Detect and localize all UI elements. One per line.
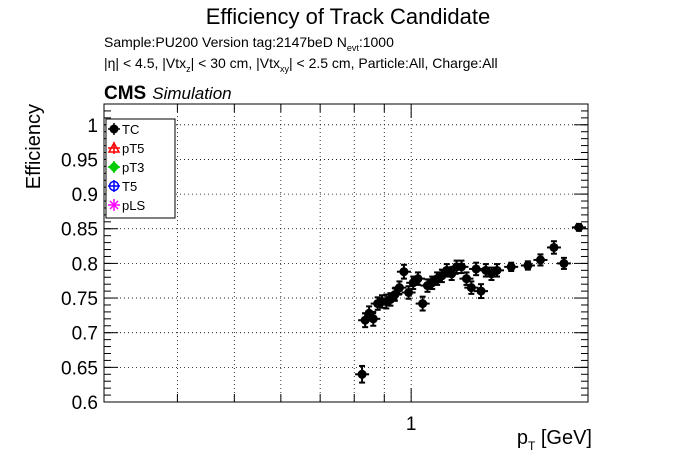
data-points bbox=[355, 222, 586, 384]
marker bbox=[492, 265, 502, 275]
x-axis-label-sub: T bbox=[528, 439, 536, 453]
grid-lines bbox=[103, 104, 589, 403]
data-point-tc bbox=[464, 280, 479, 295]
y-tick-labels: 0.6 0.65 0.7 0.75 0.8 0.85 0.9 0.95 1 bbox=[61, 116, 98, 414]
marker bbox=[413, 274, 423, 284]
marker bbox=[447, 269, 457, 279]
y-tick-label: 1 bbox=[87, 116, 98, 137]
marker bbox=[506, 262, 516, 272]
cut-vtx-z-sub: z bbox=[186, 63, 191, 74]
legend-label: pT5 bbox=[122, 141, 144, 156]
legend-marker bbox=[109, 124, 119, 134]
chart-title: Efficiency of Track Candidate bbox=[205, 4, 491, 29]
legend-marker bbox=[108, 180, 120, 192]
marker bbox=[390, 290, 400, 300]
data-point-tc bbox=[410, 271, 425, 286]
legend-marker bbox=[107, 141, 121, 153]
y-tick-label: 0.6 bbox=[72, 393, 98, 414]
marker bbox=[399, 267, 409, 277]
x-axis-label: pT [GeV] bbox=[517, 427, 592, 453]
data-point-tc bbox=[355, 364, 370, 384]
data-point-tc bbox=[520, 260, 535, 271]
marker bbox=[404, 288, 414, 298]
legend-label: T5 bbox=[122, 179, 137, 194]
x-tick-labels: 1 bbox=[406, 414, 417, 435]
cut-eta: |η| < 4.5, |Vtx bbox=[104, 55, 187, 71]
x-axis-label-unit: [GeV] bbox=[535, 427, 592, 449]
y-axis-label: Efficiency bbox=[23, 104, 45, 189]
data-point-tc bbox=[366, 310, 381, 327]
simulation-text: Simulation bbox=[152, 84, 232, 103]
marker bbox=[559, 258, 569, 268]
marker bbox=[574, 222, 584, 232]
marker bbox=[535, 255, 545, 265]
data-point-tc bbox=[556, 256, 571, 270]
subtitle-sample-text: Sample:PU200 Version tag:2147beD N bbox=[104, 34, 347, 50]
marker bbox=[418, 299, 428, 309]
marker bbox=[357, 369, 367, 379]
data-point-tc bbox=[469, 261, 484, 277]
subtitle-cuts: |η| < 4.5, |Vtxz| < 30 cm, |Vtxxy| < 2.5… bbox=[104, 55, 498, 74]
legend-entry-t5: T5 bbox=[108, 179, 137, 194]
legend-entry-pt5: pT5 bbox=[107, 141, 144, 156]
legend-entry-pls: pLS bbox=[108, 198, 145, 213]
y-tick-label: 0.75 bbox=[61, 289, 98, 310]
marker bbox=[523, 260, 533, 270]
data-point-tc bbox=[474, 283, 489, 300]
legend-marker bbox=[109, 200, 119, 210]
legend-entry-pt3: pT3 bbox=[108, 160, 144, 175]
marker bbox=[466, 283, 476, 293]
legend-entry-tc: TC bbox=[108, 122, 139, 137]
marker bbox=[394, 283, 404, 293]
marker bbox=[471, 264, 481, 274]
subtitle-evt-subscript: evt bbox=[346, 42, 359, 53]
data-point-tc bbox=[454, 259, 469, 275]
y-tick-label: 0.9 bbox=[72, 185, 98, 206]
plot-frame bbox=[103, 103, 589, 403]
x-axis-label-p: p bbox=[517, 427, 528, 449]
cut-vtx-z: | < 30 cm, |Vtx bbox=[190, 55, 280, 71]
y-tick-label: 0.65 bbox=[61, 358, 98, 379]
data-point-tc bbox=[396, 263, 411, 280]
legend-marker bbox=[108, 161, 120, 173]
y-tick-label: 0.8 bbox=[72, 254, 98, 275]
cms-label: CMS Simulation bbox=[104, 83, 232, 105]
marker bbox=[476, 286, 486, 296]
data-point-tc bbox=[392, 280, 407, 295]
cms-text: CMS bbox=[104, 83, 147, 104]
data-point-tc bbox=[490, 263, 505, 278]
legend-label: pLS bbox=[122, 198, 145, 213]
y-tick-label: 0.95 bbox=[61, 150, 98, 171]
subtitle-sample-info: Sample:PU200 Version tag:2147beD Nevt:10… bbox=[104, 34, 394, 53]
legend-label: TC bbox=[122, 122, 139, 137]
y-tick-label: 0.7 bbox=[72, 324, 98, 345]
axis-ticks bbox=[103, 103, 589, 403]
data-point-tc bbox=[478, 263, 493, 278]
cut-rest: | < 2.5 cm, Particle:All, Charge:All bbox=[288, 55, 498, 71]
marker bbox=[368, 314, 378, 324]
y-tick-label: 0.85 bbox=[61, 220, 98, 241]
cut-vtx-xy-sub: xy bbox=[279, 63, 289, 74]
data-point-tc bbox=[546, 240, 561, 255]
legend-label: pT3 bbox=[122, 160, 144, 175]
x-tick-label: 1 bbox=[406, 414, 417, 435]
data-point-tc bbox=[571, 222, 586, 232]
data-point-tc bbox=[415, 295, 430, 312]
marker bbox=[549, 242, 559, 252]
legend: TC pT5 pT3 T5 pLS bbox=[105, 118, 176, 219]
data-point-tc bbox=[533, 253, 548, 267]
data-point-tc bbox=[504, 261, 519, 273]
marker bbox=[456, 262, 466, 272]
subtitle-evt-count: :1000 bbox=[358, 34, 394, 50]
